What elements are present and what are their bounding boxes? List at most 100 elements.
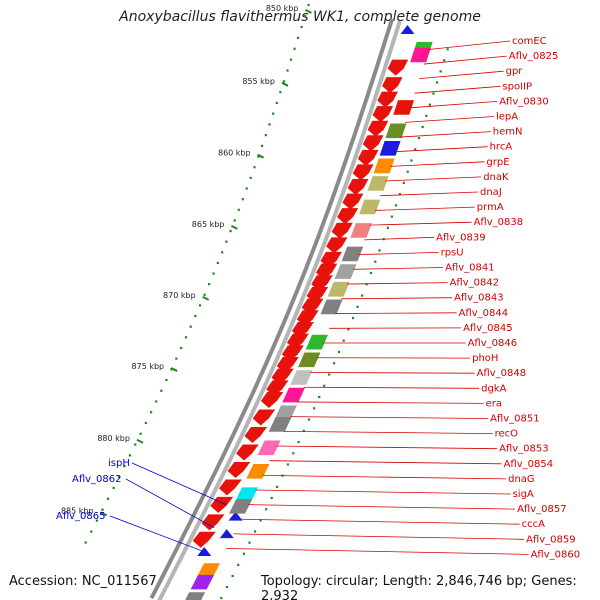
label-leader bbox=[109, 515, 203, 552]
gene-arrow-forward bbox=[201, 514, 225, 531]
topology-text: Topology: circular; Length: 2,846,746 bp… bbox=[261, 574, 577, 600]
scale-dot bbox=[229, 229, 232, 233]
scale-dot bbox=[253, 530, 257, 533]
scale-dot bbox=[313, 407, 316, 410]
scale-dot bbox=[293, 47, 296, 50]
label-leader bbox=[310, 372, 475, 374]
gene-arrow-forward bbox=[347, 178, 369, 195]
scale-dot bbox=[303, 14, 307, 18]
label-leader bbox=[364, 236, 435, 241]
scale-dot bbox=[259, 519, 262, 522]
gene-label-aflv_0862: Aflv_0862 bbox=[72, 474, 122, 485]
scale-dot bbox=[275, 101, 278, 105]
label-leader bbox=[226, 548, 529, 555]
scale-ticks: 850 kbp 855 kbp 860 kbp 865 kbp 870 kbp 875 k… bbox=[61, 4, 312, 517]
scale-dot bbox=[221, 251, 224, 254]
label-leader bbox=[276, 445, 498, 450]
gene-label-reco: recO bbox=[495, 429, 519, 440]
scale-tick-label: 875 kbp bbox=[132, 362, 165, 371]
scale-dot bbox=[323, 384, 326, 387]
gene-arrow-reverse bbox=[219, 529, 234, 539]
gene-arrow-forward bbox=[377, 91, 398, 108]
cog-block bbox=[350, 223, 372, 238]
scale-dot bbox=[233, 219, 236, 222]
scale-dot bbox=[216, 261, 219, 265]
scale-dot bbox=[95, 519, 99, 522]
scale-dot bbox=[123, 465, 126, 468]
scale-dot bbox=[386, 226, 389, 229]
scale-dot bbox=[296, 36, 300, 39]
scale-dot bbox=[374, 260, 377, 263]
gene-arrow-forward bbox=[218, 479, 242, 496]
gene-arrow-forward bbox=[252, 409, 276, 426]
scale-dot bbox=[155, 400, 158, 403]
gene-arrow-forward bbox=[362, 135, 384, 152]
gene-label-aflv_0860: Aflv_0860 bbox=[531, 549, 581, 560]
gene-label-dgka: dgkA bbox=[481, 383, 506, 394]
scale-dot bbox=[184, 336, 188, 339]
scale-tick-label: 870 kbp bbox=[163, 291, 196, 300]
scale-dot bbox=[425, 114, 428, 117]
scale-tick-label: 880 kbp bbox=[97, 434, 130, 443]
scale-dot bbox=[225, 240, 228, 243]
gene-arrow-forward bbox=[372, 106, 394, 123]
cog-block bbox=[298, 352, 321, 368]
scale-dot bbox=[410, 159, 413, 162]
gene-label-siga: sigA bbox=[513, 489, 534, 500]
scale-dot bbox=[149, 411, 153, 414]
cog-block bbox=[196, 563, 221, 578]
gene-label-lepa: lepA bbox=[496, 112, 518, 123]
gene-features bbox=[192, 25, 415, 556]
gene-label-aflv_0854: Aflv_0854 bbox=[504, 459, 554, 470]
scale-dot bbox=[443, 59, 446, 62]
cog-block bbox=[234, 487, 259, 502]
scale-dot bbox=[165, 378, 168, 382]
scale-dot bbox=[260, 144, 264, 147]
scale-dot bbox=[332, 362, 336, 365]
scale-dot bbox=[292, 452, 295, 455]
label-leader bbox=[335, 312, 457, 314]
label-leader bbox=[248, 504, 516, 510]
gene-label-spoiip: spoIIP bbox=[502, 81, 532, 92]
scale-dot bbox=[194, 314, 197, 318]
cog-block bbox=[320, 299, 343, 315]
gene-label-aflv_0865: Aflv_0865 bbox=[56, 511, 106, 522]
gene-label-aflv_0838: Aflv_0838 bbox=[474, 217, 524, 228]
gene-label-dnaj: dnaJ bbox=[480, 187, 502, 198]
scale-dot bbox=[394, 204, 398, 207]
label-leader bbox=[409, 101, 498, 109]
gene-label-dnak: dnaK bbox=[483, 172, 509, 183]
label-leader bbox=[297, 401, 484, 404]
cog-block bbox=[327, 281, 350, 297]
gene-label-aflv_0848: Aflv_0848 bbox=[477, 368, 527, 379]
label-leader bbox=[390, 161, 485, 167]
cog-block bbox=[290, 370, 313, 385]
gene-label-hemn: hemN bbox=[493, 127, 523, 138]
scale-dot bbox=[302, 429, 305, 432]
scale-dot bbox=[297, 440, 300, 444]
scale-dot bbox=[180, 346, 183, 350]
scale-dot bbox=[264, 134, 267, 137]
gene-arrow-forward bbox=[342, 193, 364, 210]
scale-dot bbox=[378, 249, 381, 252]
label-leader bbox=[358, 252, 439, 255]
scale-tick bbox=[202, 295, 210, 301]
scale-dot bbox=[198, 304, 202, 307]
scale-dot bbox=[446, 48, 449, 51]
gene-label-aflv_0825: Aflv_0825 bbox=[509, 51, 559, 62]
label-leader bbox=[428, 40, 511, 50]
gene-arrow-forward bbox=[337, 208, 359, 225]
gene-arrow-reverse bbox=[400, 25, 415, 35]
gene-arrow-forward bbox=[227, 461, 251, 478]
cog-block bbox=[268, 417, 292, 432]
label-leader-lines bbox=[109, 40, 529, 555]
scale-dot bbox=[282, 80, 286, 83]
scale-dot bbox=[300, 25, 303, 29]
scale-tick-label: 855 kbp bbox=[242, 77, 275, 86]
label-leader bbox=[414, 85, 501, 94]
scale-tick-label: 885 kbp bbox=[61, 506, 94, 515]
gene-label-hrca: hrcA bbox=[490, 142, 513, 153]
scale-dot bbox=[90, 530, 93, 533]
scale-dot bbox=[439, 70, 442, 73]
